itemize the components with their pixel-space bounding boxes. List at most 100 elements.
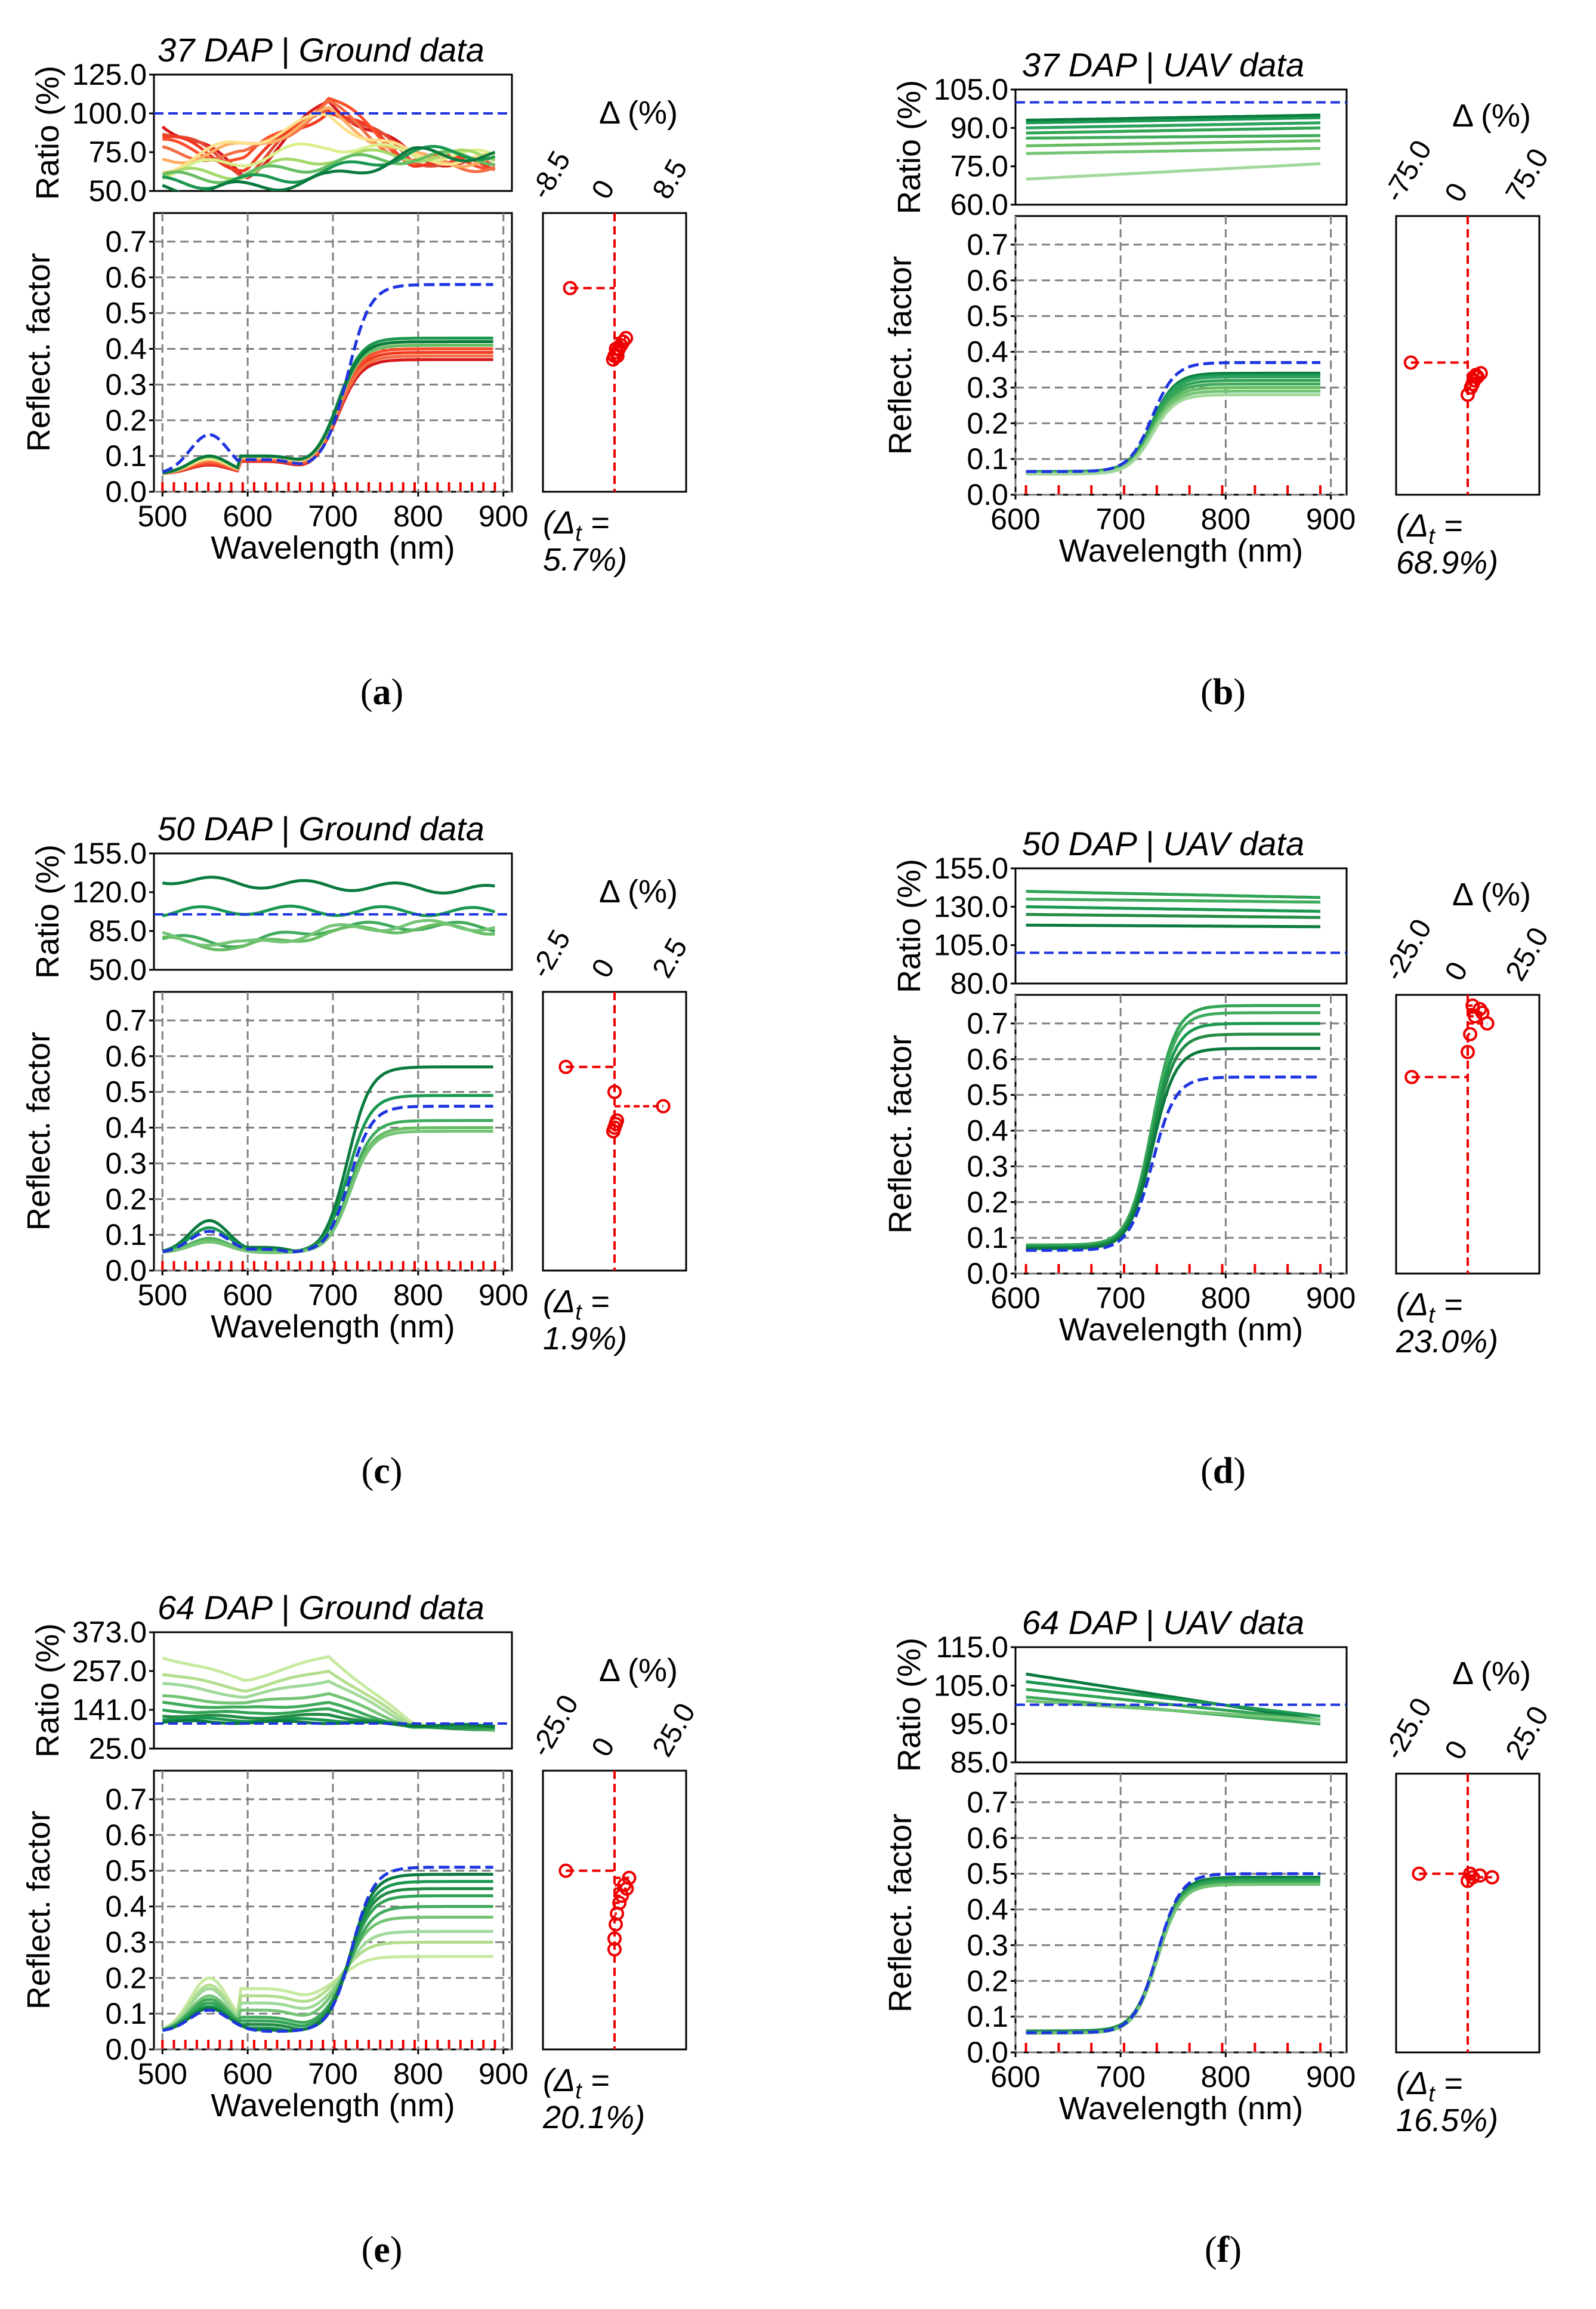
- y-tick-label: 0.6: [967, 1821, 1008, 1855]
- x-axis-label: Wavelength (nm): [211, 530, 455, 566]
- delta-tick-label: 0: [586, 175, 621, 205]
- reflect-lines: [1026, 361, 1320, 476]
- y-tick-label: 0.5: [967, 1857, 1008, 1891]
- x-tick-label: 900: [479, 500, 528, 533]
- delta-point: [1465, 377, 1480, 391]
- y-tick-label: 0.3: [967, 1928, 1008, 1962]
- ratio-series-line: [1026, 912, 1320, 919]
- x-tick-label: 600: [990, 1281, 1040, 1315]
- delta-point: [656, 1099, 671, 1114]
- panel-letter-text: e: [373, 2230, 390, 2270]
- delta-t-equals: =: [1435, 2066, 1463, 2101]
- delta-t-equals: =: [1435, 508, 1463, 544]
- y-tick-label: 0.3: [967, 371, 1008, 404]
- delta-point: [1461, 1044, 1475, 1059]
- spectrum-line: [1026, 389, 1320, 475]
- x-axis-label: Wavelength (nm): [211, 2088, 455, 2123]
- delta-t-line1: (Δt =: [1396, 1287, 1462, 1328]
- delta-t-line1: (Δt =: [1396, 508, 1462, 549]
- delta-point: [1463, 1026, 1478, 1041]
- y-axis-label: Reflect. factor: [882, 256, 918, 455]
- delta-point: [607, 1942, 622, 1957]
- panel-e: 64 DAP | Ground data 373.0 257.0 141.0 25.0 R…: [21, 1589, 702, 2270]
- ratio-lines: [162, 1655, 495, 1732]
- reflect-lines: [162, 1065, 493, 1254]
- x-tick-label: 900: [479, 1278, 528, 1312]
- delta-point: [616, 334, 631, 349]
- y-tick-label: 0.6: [105, 261, 147, 294]
- ratio-lines: [1026, 890, 1321, 929]
- panel-title: 64 DAP | Ground data: [158, 1589, 484, 1627]
- ratio-series-line: [1026, 134, 1321, 140]
- spectrum-line: [1026, 1878, 1320, 2033]
- panel-title: 50 DAP | UAV data: [1022, 825, 1304, 863]
- delta-tick-label: 2.5: [647, 933, 694, 983]
- delta-tick-label: -25.0: [525, 1690, 585, 1762]
- ratio-series-line: [1026, 1680, 1321, 1718]
- ratio-tick-label: 155.0: [72, 837, 147, 870]
- panel-b: 37 DAP | UAV data 105.0 90.0 75.0 60.0 Ratio …: [882, 46, 1555, 713]
- delta-reference-point: [563, 280, 578, 295]
- ratio-tick-label: 50.0: [89, 174, 147, 208]
- ratio-tick-label: 105.0: [934, 929, 1008, 962]
- delta-point: [607, 1931, 622, 1946]
- x-tick-label: 900: [479, 2057, 528, 2091]
- delta-point: [1465, 998, 1480, 1013]
- panel-letter-text: d: [1213, 1451, 1233, 1491]
- delta-tick-label: 75.0: [1500, 143, 1555, 207]
- delta-t-equals: =: [582, 2063, 610, 2098]
- x-tick-label: 700: [1095, 503, 1145, 536]
- paren-close: ): [1233, 1451, 1246, 1491]
- panel-letter-text: f: [1217, 2230, 1230, 2270]
- spectrum-line: [162, 344, 493, 475]
- reflect-axes-frame: [1014, 215, 1348, 496]
- ratio-series-line: [162, 148, 496, 181]
- panel-letter: (f): [1205, 2230, 1242, 2270]
- panel-title: 64 DAP | UAV data: [1022, 1604, 1304, 1642]
- ratio-tick-label: 155.0: [934, 852, 1008, 885]
- delta-t-open: (Δ: [1396, 1287, 1428, 1322]
- panel-letter: (b): [1200, 672, 1246, 713]
- y-tick-label: 0.2: [967, 1964, 1008, 1997]
- spectrum-line: [1026, 1876, 1320, 2033]
- ratio-series-line: [162, 875, 495, 895]
- y-tick-label: 0.3: [967, 1149, 1008, 1183]
- y-tick-label: 0.7: [105, 1004, 147, 1037]
- ratio-ylabel: Ratio (%): [30, 66, 66, 200]
- reflect-lines: [1026, 1004, 1320, 1252]
- y-tick-label: 0.5: [105, 1075, 147, 1109]
- paren-open: (: [1200, 1451, 1213, 1491]
- delta-t-open: (Δ: [543, 505, 575, 541]
- y-axis-label: Reflect. factor: [21, 1032, 57, 1231]
- y-tick-label: 0.6: [967, 264, 1008, 297]
- y-tick-label: 0.1: [105, 1218, 147, 1251]
- y-tick-label: 0.6: [105, 1818, 147, 1852]
- x-tick-label: 800: [1201, 1281, 1251, 1315]
- ratio-tick-label: 25.0: [89, 1732, 147, 1765]
- delta-point: [1468, 368, 1483, 383]
- ratio-ylabel: Ratio (%): [891, 859, 927, 993]
- x-tick-label: 500: [138, 500, 187, 533]
- delta-tick-label: 25.0: [1500, 1701, 1555, 1765]
- x-tick-label: 600: [990, 2060, 1040, 2094]
- reference-spectrum-line: [162, 1105, 493, 1254]
- ratio-lines: [161, 97, 496, 191]
- delta-tick-label: 0: [1439, 957, 1474, 987]
- delta-reference-point: [1404, 1069, 1419, 1084]
- delta-point: [619, 331, 634, 346]
- delta-t-subscript: t: [1428, 2082, 1436, 2107]
- x-tick-label: 800: [393, 1278, 443, 1312]
- x-tick-label: 600: [223, 1278, 272, 1312]
- delta-tick-label: 0: [586, 1732, 621, 1762]
- y-tick-label: 0.1: [967, 442, 1008, 476]
- ratio-tick-label: 50.0: [89, 953, 147, 987]
- y-tick-label: 0.5: [967, 300, 1008, 333]
- ratio-lines: [162, 875, 496, 952]
- x-tick-label: 900: [1306, 2060, 1356, 2094]
- delta-t-subscript: t: [1428, 1303, 1436, 1328]
- ratio-tick-label: 105.0: [934, 1669, 1008, 1702]
- y-tick-label: 0.0: [967, 1257, 1008, 1290]
- spectrum-line: [1026, 393, 1320, 476]
- delta-t-line1: (Δt =: [543, 1284, 609, 1325]
- y-tick-label: 0.7: [967, 1007, 1008, 1040]
